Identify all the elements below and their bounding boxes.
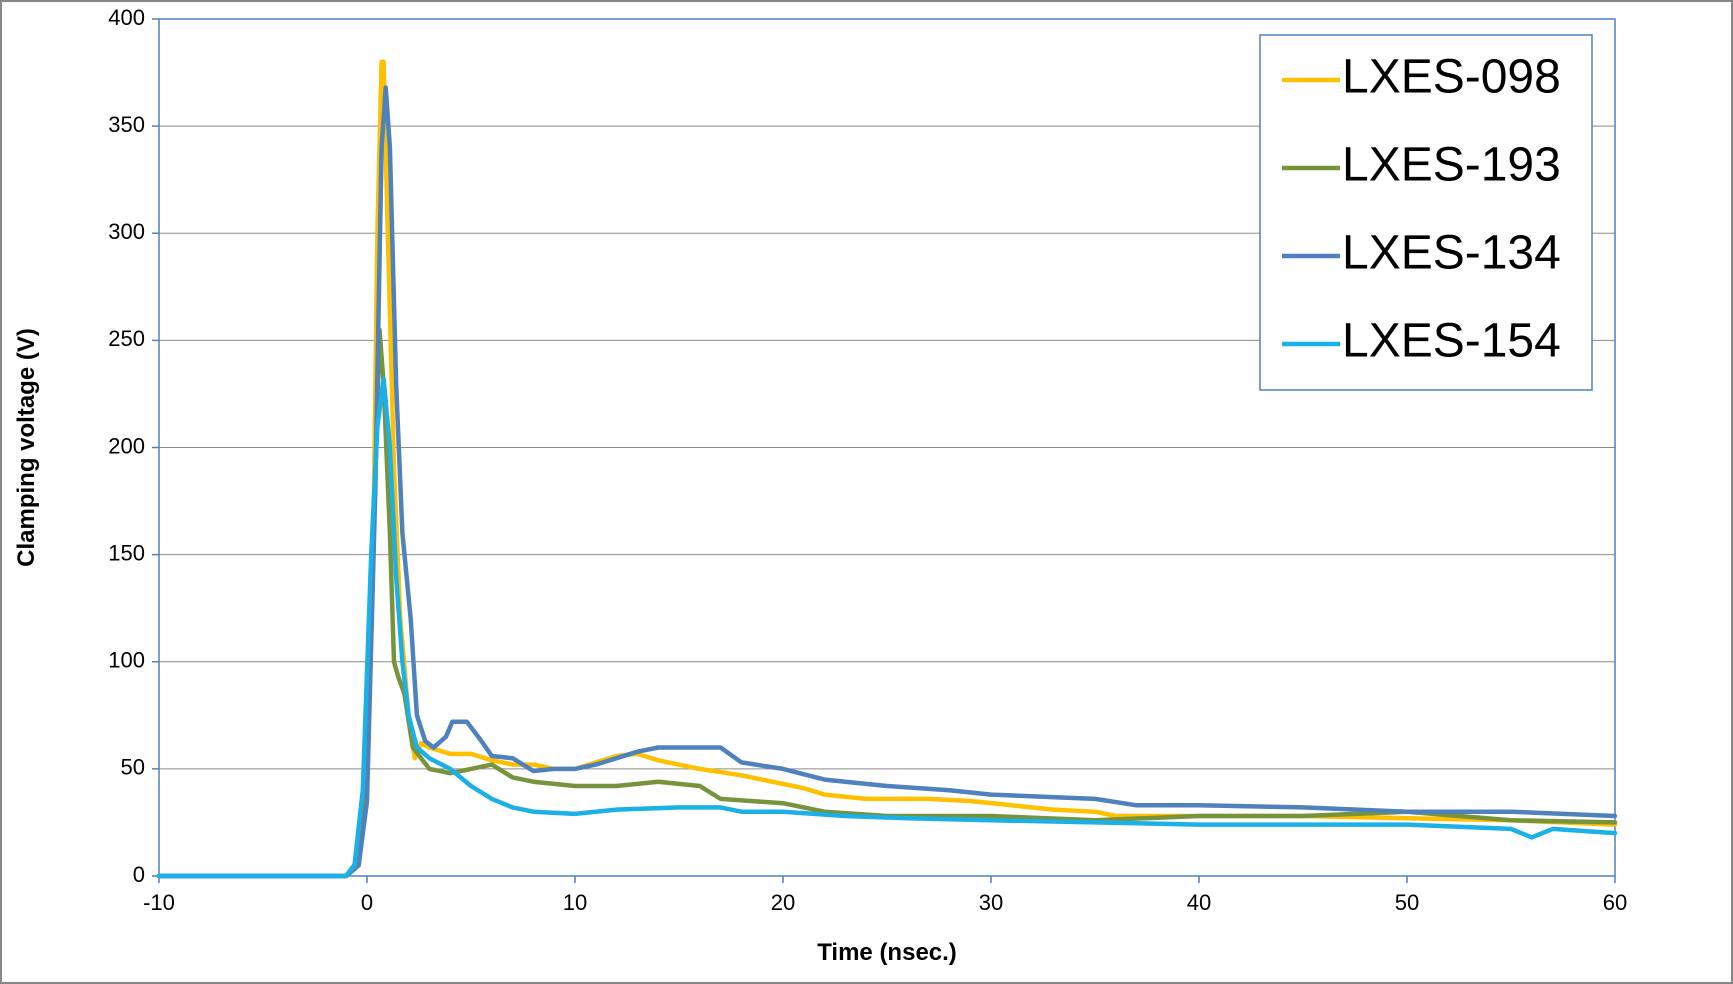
y-tick-label: 100	[108, 648, 145, 673]
legend-label: LXES-134	[1342, 227, 1561, 280]
legend-items: LXES-098 LXES-193 LXES-134 LXES-154	[1282, 51, 1561, 368]
x-tick-label: 50	[1395, 890, 1419, 915]
series-lines	[156, 59, 1618, 879]
y-tick-label: 300	[108, 219, 145, 244]
legend-label: LXES-098	[1342, 51, 1561, 104]
series-line-lxes-154	[156, 376, 1618, 879]
legend-label: LXES-193	[1342, 139, 1561, 192]
legend: LXES-098 LXES-193 LXES-134 LXES-154	[1259, 34, 1593, 391]
y-axis-title: Clamping voltage (V)	[13, 328, 40, 567]
x-axis-title: Time (nsec.)	[817, 939, 957, 966]
series-line-lxes-134	[156, 85, 1618, 879]
y-tick-label: 150	[108, 540, 145, 565]
x-axis-ticks: -10 0 10 20 30 40 50 60	[143, 876, 1627, 915]
y-tick-label: 0	[133, 862, 145, 887]
legend-label: LXES-154	[1342, 315, 1561, 368]
y-tick-label: 250	[108, 326, 145, 351]
x-tick-label: 20	[771, 890, 795, 915]
x-tick-label: 0	[361, 890, 373, 915]
y-tick-label: 400	[108, 5, 145, 30]
y-tick-label: 50	[121, 755, 145, 780]
legend-box	[1259, 34, 1593, 391]
x-tick-label: 10	[563, 890, 587, 915]
y-axis-ticks: 0 50 100 150 200 250 300 350 400	[108, 5, 159, 887]
x-tick-label: 40	[1187, 890, 1211, 915]
x-tick-label: 30	[979, 890, 1003, 915]
x-tick-label: -10	[143, 890, 175, 915]
x-tick-label: 60	[1603, 890, 1627, 915]
y-tick-label: 350	[108, 112, 145, 137]
y-tick-label: 200	[108, 433, 145, 458]
